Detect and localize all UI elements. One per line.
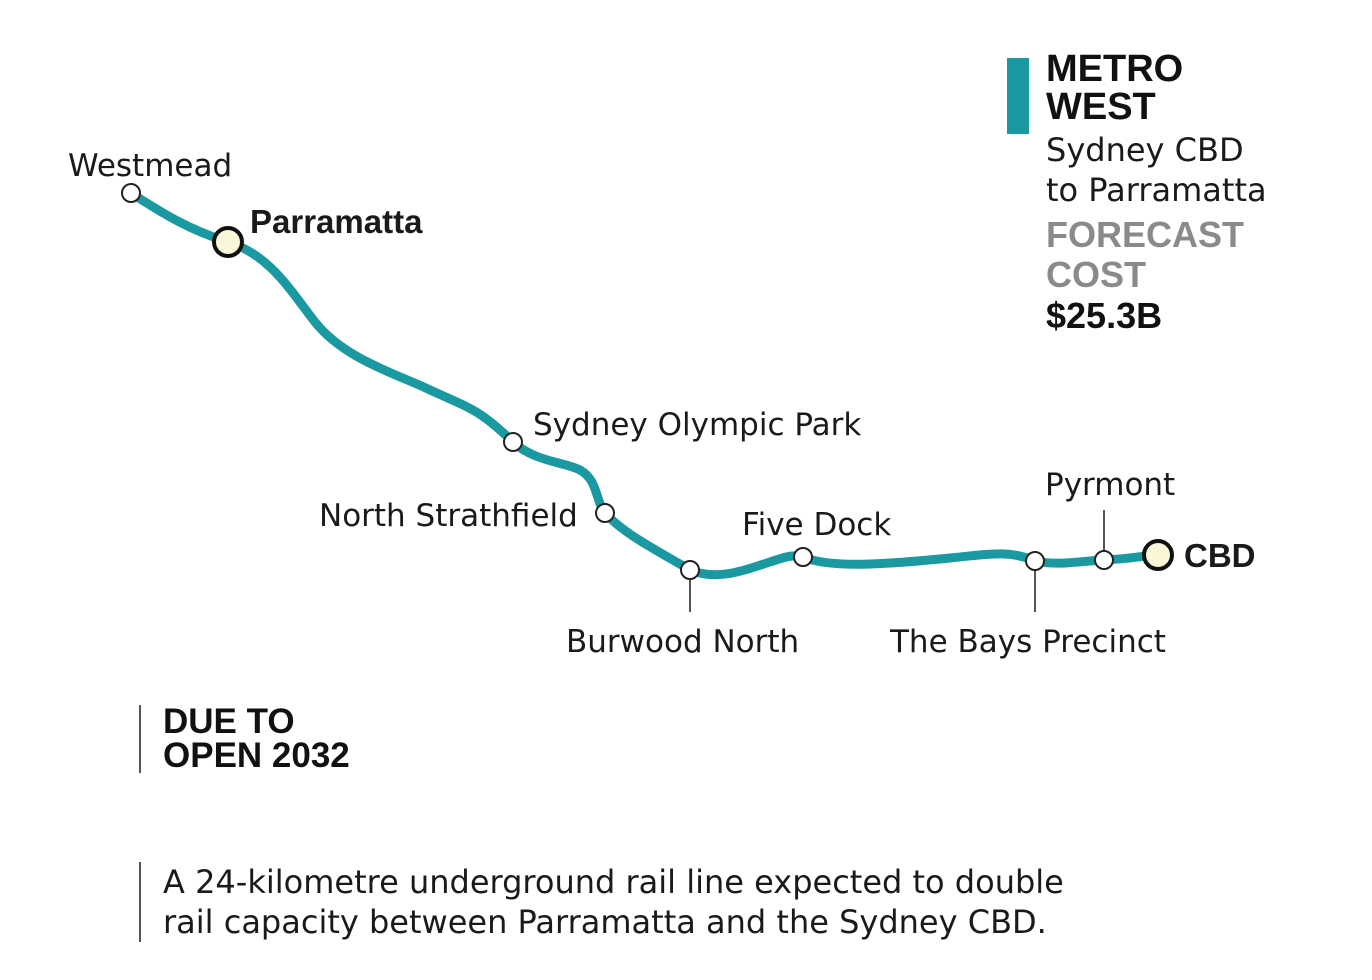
line-name-line1: METRO <box>1046 48 1184 90</box>
forecast-cost-label-line2: COST <box>1046 254 1147 295</box>
opening-line1: DUE TO <box>163 702 295 741</box>
project-description: A 24-kilometre underground rail line exp… <box>139 862 1064 942</box>
opening-date-block: DUE TO OPEN 2032 <box>139 702 350 775</box>
station-label-parramatta: Parramatta <box>250 203 423 240</box>
station-marker-westmead <box>121 183 141 203</box>
station-marker-the-bays-precinct <box>1025 551 1045 571</box>
station-label-north-strathfield: North Strathfield <box>319 498 578 534</box>
forecast-cost-value: $25.3B <box>1046 295 1163 336</box>
forecast-cost-label: FORECAST COST <box>1046 215 1244 295</box>
line-name-line2: WEST <box>1046 86 1156 128</box>
station-label-cbd: CBD <box>1184 537 1256 574</box>
opening-line2: OPEN 2032 <box>163 736 350 775</box>
station-label-pyrmont: Pyrmont <box>1045 467 1175 503</box>
description-line1: A 24-kilometre underground rail line exp… <box>163 863 1064 901</box>
route-line2: to Parramatta <box>1046 171 1267 209</box>
station-label-the-bays-precinct: The Bays Precinct <box>889 624 1166 660</box>
description-line2: rail capacity between Parramatta and the… <box>163 903 1047 941</box>
station-marker-five-dock <box>793 547 813 567</box>
station-marker-pyrmont <box>1094 550 1114 570</box>
station-label-westmead: Westmead <box>68 148 232 184</box>
station-marker-burwood-north <box>680 560 700 580</box>
station-label-five-dock: Five Dock <box>742 507 891 543</box>
forecast-cost-label-line1: FORECAST <box>1046 214 1244 255</box>
line-name: METRO WEST <box>1046 50 1183 126</box>
station-marker-cbd <box>1142 539 1174 571</box>
station-marker-sydney-olympic-park <box>503 432 523 452</box>
route-description: Sydney CBD to Parramatta <box>1046 130 1267 210</box>
station-marker-north-strathfield <box>595 503 615 523</box>
metro-west-route-line <box>126 188 1163 580</box>
station-label-burwood-north: Burwood North <box>566 624 799 660</box>
station-label-sydney-olympic-park: Sydney Olympic Park <box>533 407 861 443</box>
station-marker-parramatta <box>212 226 244 258</box>
route-line1: Sydney CBD <box>1046 131 1244 169</box>
line-color-swatch <box>1007 58 1029 134</box>
